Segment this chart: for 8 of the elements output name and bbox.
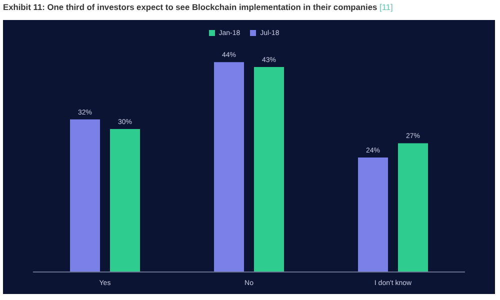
bar bbox=[70, 119, 100, 272]
bar bbox=[110, 128, 140, 272]
bar bbox=[358, 158, 388, 272]
bar bbox=[398, 143, 428, 272]
chart-title: Exhibit 11: One third of investors expect to see Blockchain implementation in their companies bbox=[3, 2, 378, 12]
bar bbox=[214, 62, 244, 272]
bar bbox=[254, 66, 284, 272]
text: [11] bbox=[380, 2, 393, 12]
